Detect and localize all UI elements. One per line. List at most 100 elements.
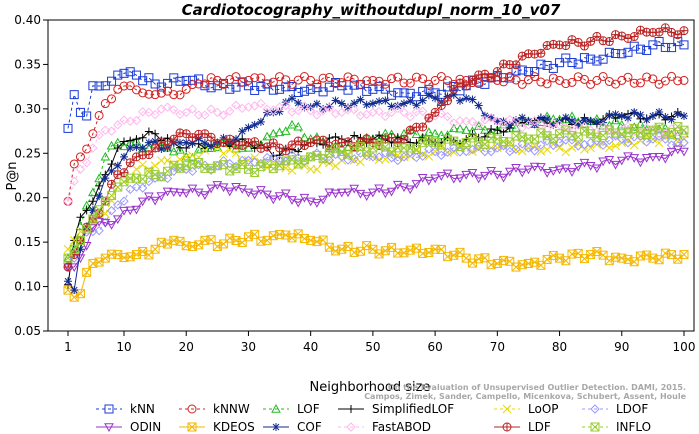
data-point-knnw (660, 76, 670, 86)
data-point-knn (349, 80, 359, 90)
data-point-ldof (106, 205, 117, 216)
data-point-knnw (436, 71, 446, 81)
data-point-fastabod (492, 116, 503, 127)
data-point-odin (417, 174, 428, 183)
data-point-kdeos (156, 237, 166, 247)
data-point-odin (592, 164, 602, 174)
data-point-kdeos (299, 234, 309, 244)
data-point-ldf (281, 146, 291, 156)
data-point-knn (212, 81, 222, 91)
data-point-cof (512, 116, 520, 125)
data-point-odin (380, 189, 391, 199)
data-point-odin (312, 199, 322, 208)
data-point-fastabod (200, 110, 210, 120)
data-point-odin (585, 162, 596, 171)
data-point-odin (181, 189, 192, 199)
data-point-kdeos (131, 250, 141, 260)
data-point-knn (275, 84, 285, 94)
legend-item-knnw: kNNW (179, 402, 250, 416)
data-point-ldf (82, 222, 92, 232)
data-point-inflo (194, 157, 204, 167)
data-point-ldof (598, 140, 608, 150)
data-point-odin (498, 173, 509, 183)
data-point-simplifiedlof (375, 131, 384, 140)
data-point-lof (94, 173, 104, 183)
data-point-inflo (598, 130, 608, 140)
x-tick-label: 40 (303, 340, 318, 354)
data-point-lof (604, 120, 615, 130)
data-point-odin (616, 156, 627, 166)
data-point-odin (330, 189, 341, 199)
data-point-kdeos (82, 267, 92, 277)
data-point-ldof (393, 155, 403, 166)
data-point-fastabod (498, 120, 509, 130)
data-point-ldof (417, 151, 428, 161)
data-point-ldf (200, 129, 210, 139)
data-point-odin (249, 190, 260, 200)
data-point-knn (667, 43, 677, 53)
legend: kNN kNNW LOF SimplifiedLOF LoOP LDOF ODIN KDEOS… (96, 402, 651, 434)
data-point-cof (88, 206, 97, 215)
data-point-knn (299, 86, 309, 96)
data-point-odin (200, 191, 210, 200)
data-point-lof (430, 128, 440, 138)
data-point-loop (138, 160, 148, 170)
data-point-kdeos (411, 243, 421, 253)
data-point-knnw (380, 79, 390, 89)
data-point-fastabod (393, 103, 403, 114)
data-point-fastabod (554, 120, 565, 130)
data-point-lof (498, 119, 509, 129)
data-point-knn (150, 79, 160, 89)
data-point-knnw (206, 73, 216, 83)
data-point-ldof (430, 146, 440, 157)
data-point-fastabod (293, 105, 303, 116)
data-point-ldf (567, 35, 577, 45)
data-point-knn (374, 82, 384, 92)
data-point-knn (604, 47, 614, 57)
data-point-knn (443, 82, 453, 92)
data-point-ldf (187, 133, 197, 143)
data-point-inflo (604, 125, 614, 135)
data-point-ldf (436, 100, 446, 110)
data-point-fastabod (349, 104, 359, 115)
y-tick-label: 0.20 (14, 191, 41, 205)
data-point-ldf (318, 135, 328, 145)
data-point-inflo (150, 170, 160, 180)
data-point-odin (212, 181, 223, 190)
data-point-cof (611, 110, 620, 119)
x-tick-label: 10 (116, 340, 131, 354)
data-point-odin (336, 188, 347, 198)
data-point-knnw (349, 74, 359, 84)
series-knnw (63, 71, 689, 206)
data-point-knn (368, 84, 378, 94)
data-point-odin (635, 158, 646, 168)
data-point-odin (262, 190, 272, 200)
data-point-fastabod (573, 120, 583, 131)
series-cof (64, 90, 688, 295)
data-point-lof (262, 131, 272, 141)
data-point-simplifiedlof (331, 132, 340, 141)
data-point-cof (325, 102, 334, 111)
data-point-cof (636, 110, 645, 119)
data-point-odin (542, 169, 552, 178)
data-point-knn (573, 59, 583, 69)
data-point-odin (144, 192, 154, 202)
data-point-ldf (150, 143, 160, 153)
data-point-knnw (679, 75, 689, 85)
data-point-odin (517, 168, 528, 178)
data-point-ldof (511, 144, 521, 154)
data-point-knn (555, 58, 565, 68)
data-point-fastabod (162, 102, 173, 112)
data-point-odin (224, 187, 235, 197)
x-tick-label: 50 (365, 340, 380, 354)
data-point-odin (660, 154, 671, 164)
data-point-knn (119, 68, 129, 78)
data-point-fastabod (187, 104, 198, 114)
legend-marker-fastabod (346, 422, 356, 432)
data-point-ldof (424, 144, 434, 154)
data-point-ldof (536, 140, 546, 150)
data-point-cof (549, 120, 558, 129)
data-point-knn (169, 73, 179, 83)
data-point-knnw (231, 72, 241, 82)
